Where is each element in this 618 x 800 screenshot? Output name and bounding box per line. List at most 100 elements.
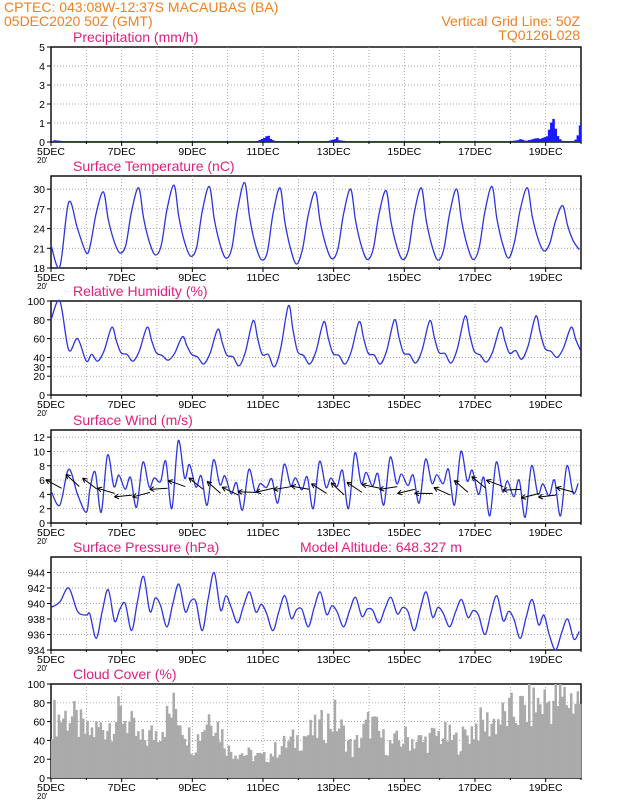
data-bar <box>508 141 511 142</box>
data-bar <box>479 707 482 778</box>
x-tick-label: 15DEC <box>387 527 421 539</box>
data-bar <box>201 732 204 778</box>
data-bar <box>258 752 262 778</box>
data-bar <box>574 703 577 778</box>
data-bar <box>234 755 237 778</box>
data-bar <box>371 716 374 778</box>
y-tick-label: 6 <box>39 475 45 487</box>
x-tick-label: 19DEC <box>529 654 563 666</box>
data-bar <box>163 141 167 142</box>
data-bar <box>108 141 111 142</box>
data-bar <box>550 122 553 142</box>
x-tick-label: 5DEC <box>37 527 65 539</box>
data-bar <box>137 141 140 142</box>
data-bar <box>333 139 337 142</box>
data-bar <box>344 141 348 142</box>
data-bar <box>223 141 226 142</box>
data-bar <box>126 141 129 142</box>
data-bar <box>430 727 434 778</box>
data-bar <box>415 741 418 778</box>
data-bar <box>384 141 387 142</box>
data-bar <box>530 726 533 778</box>
data-bar <box>455 141 458 142</box>
data-bar <box>274 141 277 142</box>
data-bar <box>170 717 173 778</box>
data-bar <box>446 741 449 778</box>
wind-arrow-head <box>237 491 243 495</box>
data-bar <box>185 745 189 778</box>
data-bar <box>324 141 328 142</box>
data-bar <box>55 736 58 778</box>
data-bar <box>194 141 198 142</box>
wind-arrow <box>82 477 98 490</box>
data-bar <box>271 140 275 142</box>
panel-title: Cloud Cover (%) <box>73 666 176 682</box>
data-bar <box>419 141 423 142</box>
data-bar <box>541 138 544 142</box>
wind-arrow <box>273 486 292 491</box>
x-tick-label: 15DEC <box>387 654 421 666</box>
data-bar <box>247 747 251 778</box>
data-bar <box>364 141 368 142</box>
data-bar <box>499 724 502 778</box>
y-tick-label: 1 <box>39 118 45 130</box>
data-bar <box>331 139 334 142</box>
data-bar <box>285 141 288 142</box>
data-bar <box>333 699 337 778</box>
y-tick-label: 60 <box>33 717 45 729</box>
data-bar <box>494 141 498 142</box>
data-bar <box>311 141 315 142</box>
data-bar <box>68 723 72 778</box>
data-bar <box>558 139 562 142</box>
data-bar <box>417 735 421 778</box>
data-bar <box>302 141 306 142</box>
data-bar <box>501 702 505 778</box>
y-tick-label: 100 <box>27 296 45 308</box>
data-bar <box>417 141 421 142</box>
series-line <box>50 571 580 651</box>
data-bar <box>260 138 264 142</box>
wind-arrow-head <box>471 476 475 482</box>
y-tick-label: 942 <box>27 583 45 595</box>
data-bar <box>313 714 317 778</box>
data-bar <box>267 135 270 142</box>
data-bar <box>479 141 482 142</box>
data-bar <box>282 141 286 142</box>
data-bar <box>499 141 502 142</box>
data-bar <box>132 717 136 778</box>
data-bar <box>227 141 231 142</box>
data-bar <box>512 140 516 142</box>
data-bar <box>397 141 401 142</box>
data-bar <box>165 141 169 142</box>
y-tick-label: 2 <box>39 99 45 111</box>
y-tick-label: 936 <box>27 630 45 642</box>
data-bar <box>320 141 323 142</box>
x-tick-label: 19DEC <box>529 272 563 284</box>
series-line <box>50 181 580 269</box>
data-bar <box>399 141 403 142</box>
data-bar <box>174 141 178 142</box>
data-bar <box>260 753 264 778</box>
wind-arrow-head <box>149 488 155 492</box>
x-tick-label: 13DEC <box>317 272 351 284</box>
wind-arrow <box>556 487 575 493</box>
data-bar <box>104 739 107 778</box>
x-tick-label: 5DEC <box>37 399 65 411</box>
data-bar <box>152 141 156 142</box>
data-bar <box>413 748 416 778</box>
wind-arrow <box>168 480 186 488</box>
data-bar <box>179 725 182 778</box>
data-bar <box>143 740 147 778</box>
data-bar <box>289 141 293 142</box>
data-bar <box>145 141 149 142</box>
data-bar <box>192 755 195 778</box>
data-bar <box>212 736 215 778</box>
data-bar <box>494 734 498 778</box>
data-bar <box>161 141 164 142</box>
data-bar <box>335 137 339 142</box>
x-tick-label: 15DEC <box>387 399 421 411</box>
data-bar <box>572 141 575 142</box>
data-bar <box>402 743 405 778</box>
data-bar <box>380 141 383 142</box>
data-bar <box>123 141 127 142</box>
